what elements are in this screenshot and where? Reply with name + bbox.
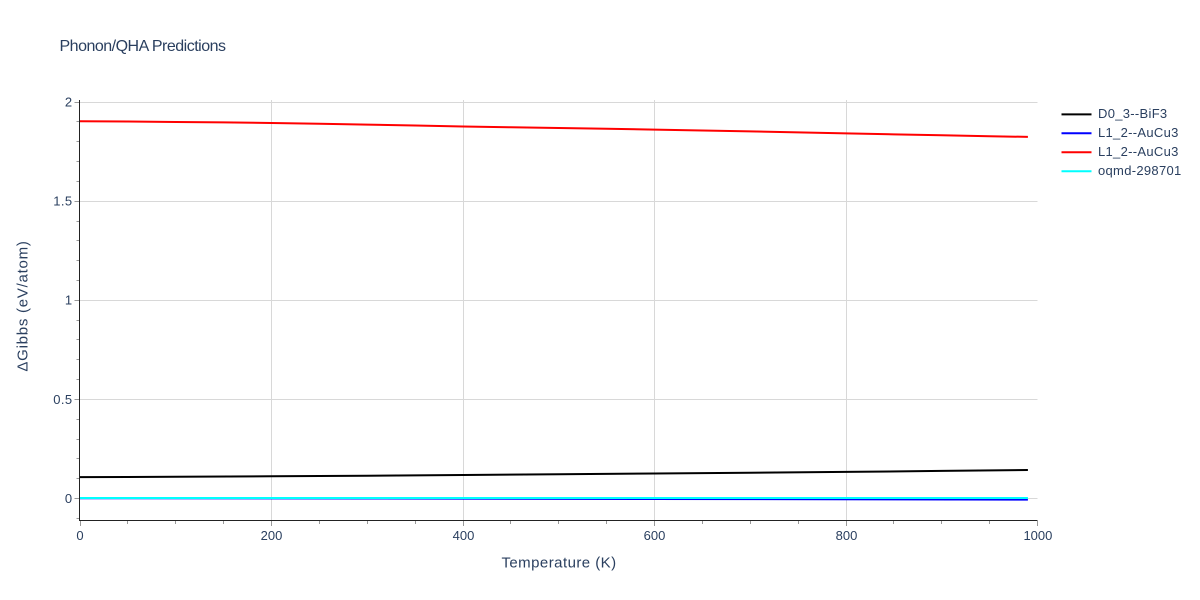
svg-text:800: 800 bbox=[836, 528, 858, 543]
svg-text:Phonon/QHA Predictions: Phonon/QHA Predictions bbox=[60, 38, 226, 55]
svg-text:L1_2--AuCu3: L1_2--AuCu3 bbox=[1098, 125, 1179, 140]
svg-text:D0_3--BiF3: D0_3--BiF3 bbox=[1098, 106, 1167, 121]
svg-text:Temperature (K): Temperature (K) bbox=[501, 555, 616, 572]
svg-text:400: 400 bbox=[453, 528, 475, 543]
svg-text:L1_2--AuCu3: L1_2--AuCu3 bbox=[1098, 144, 1179, 159]
svg-text:oqmd-298701: oqmd-298701 bbox=[1098, 163, 1182, 178]
svg-text:1.5: 1.5 bbox=[53, 194, 72, 209]
svg-text:200: 200 bbox=[261, 528, 283, 543]
svg-text:0: 0 bbox=[76, 528, 83, 543]
svg-text:2: 2 bbox=[65, 95, 73, 110]
svg-text:0.5: 0.5 bbox=[53, 392, 72, 407]
svg-text:1000: 1000 bbox=[1023, 528, 1052, 543]
svg-text:0: 0 bbox=[65, 491, 73, 506]
svg-text:1: 1 bbox=[65, 293, 73, 308]
svg-text:ΔGibbs (eV/atom): ΔGibbs (eV/atom) bbox=[15, 240, 32, 371]
svg-text:600: 600 bbox=[644, 528, 666, 543]
